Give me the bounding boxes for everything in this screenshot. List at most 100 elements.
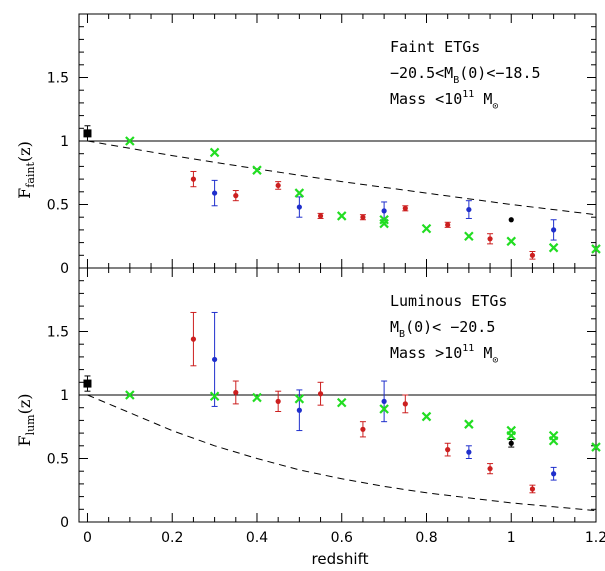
annotation-part: ⊙	[492, 355, 498, 366]
panel-luminous: Flum(z) redshift 00.511.50 0.2 0.4 0.6 0.8 1 1…	[15, 267, 605, 568]
lum-ylabel-tail: (z)	[15, 393, 34, 414]
faint-ylabel-main: F	[15, 188, 34, 199]
model-curve	[87, 394, 597, 512]
data-point-cross	[379, 218, 389, 229]
data-point	[508, 440, 514, 446]
cross-stroke	[548, 242, 559, 253]
data-point-square	[83, 129, 92, 138]
annotation-line: −20.5<MB(0)<−18.5	[390, 64, 541, 86]
data-point-cross	[209, 391, 220, 402]
data-point-cross	[294, 188, 305, 198]
y-tick-label: 0	[60, 515, 69, 531]
data-point	[190, 336, 197, 342]
data-point-cross	[421, 411, 432, 422]
annotation-part: (0)< −20.5	[405, 318, 495, 336]
data-point	[317, 213, 324, 219]
x-axis-label: redshift	[312, 550, 369, 568]
cross-stroke	[379, 404, 389, 414]
cross-stroke	[591, 442, 601, 452]
annotation-part: 11	[462, 343, 474, 354]
cross-stroke	[125, 136, 135, 146]
cross-stroke	[548, 435, 559, 446]
x-tick-label: 0.8	[415, 530, 437, 546]
cross-stroke	[464, 419, 474, 429]
data-point	[233, 193, 239, 199]
cross-stroke	[252, 392, 262, 403]
cross-stroke	[421, 411, 432, 422]
data-point-cross	[336, 211, 347, 221]
y-tick-label: 1	[60, 388, 69, 404]
cross-stroke	[294, 188, 305, 198]
annotation-part: Mass >10	[390, 344, 462, 362]
x-tick-label: 1	[507, 530, 516, 546]
x-tick-label: 0.2	[161, 530, 183, 546]
data-point	[360, 214, 366, 220]
data-point-cross	[125, 136, 135, 146]
annotation-part: Luminous ETGs	[390, 292, 507, 310]
data-point-cross	[591, 442, 601, 452]
data-point	[402, 401, 408, 407]
cross-stroke	[294, 394, 305, 404]
y-tick-label: 0.5	[47, 452, 69, 468]
data-point-square	[83, 379, 92, 388]
data-point	[466, 206, 472, 213]
cross-stroke	[336, 211, 347, 221]
data-point-cross	[464, 419, 474, 429]
data-point	[296, 204, 302, 210]
annotation-part: B	[453, 75, 459, 86]
annotation-part: (0)<−18.5	[459, 64, 540, 82]
data-point	[551, 471, 557, 477]
cross-stroke	[252, 165, 262, 175]
data-point	[508, 217, 514, 223]
lum-ylabel-main: F	[15, 435, 34, 446]
data-point-cross	[548, 242, 559, 253]
cross-stroke	[506, 236, 517, 247]
x-tick-label: 1.2	[585, 530, 605, 546]
data-point	[275, 182, 281, 189]
annotation-line: Mass <1011 M⊙	[390, 89, 498, 112]
data-point	[296, 407, 302, 413]
model-curve	[87, 140, 597, 216]
cross-stroke	[336, 397, 347, 408]
data-point	[275, 398, 281, 404]
data-point-cross	[548, 435, 559, 446]
data-point-cross	[506, 430, 517, 441]
lum-ylabel-sub: lum	[24, 414, 37, 436]
faint-ylabel-tail: (z)	[15, 141, 34, 162]
annotation-part: B	[399, 329, 405, 340]
panel-faint: Ffaint(z) 0 0.5 1 1.5 Faint ETGs −20.5<MB(0)<…	[15, 13, 601, 277]
data-point-cross	[294, 394, 305, 404]
y-tick-label: 1	[60, 134, 69, 150]
annotation-part: −20.5<M	[390, 64, 453, 82]
data-point	[445, 222, 451, 228]
annotation-part: ⊙	[492, 101, 498, 112]
data-point	[381, 398, 387, 404]
cross-stroke	[464, 231, 474, 242]
x-tick-label: 0.4	[246, 530, 268, 546]
annotation-line: MB(0)< −20.5	[390, 318, 495, 340]
annotation-part: 11	[462, 89, 474, 100]
faint-ylabel: Ffaint(z)	[15, 141, 37, 199]
data-point-cross	[464, 231, 474, 242]
data-point-cross	[506, 236, 517, 247]
annotation-part: Faint ETGs	[390, 38, 480, 56]
faint-ylabel-sub: faint	[24, 162, 37, 188]
data-point	[487, 466, 493, 472]
data-point-cross	[209, 147, 220, 158]
cross-stroke	[506, 430, 517, 441]
annotation-part: M	[474, 344, 492, 362]
data-point-cross	[336, 397, 347, 408]
data-point	[317, 391, 324, 397]
data-point	[381, 208, 387, 214]
data-point	[360, 426, 366, 432]
data-point	[212, 356, 218, 363]
cross-stroke	[209, 391, 220, 402]
y-tick-label: 0.5	[47, 198, 69, 214]
annotation-part: Mass <10	[390, 90, 462, 108]
data-point	[529, 486, 536, 492]
data-point	[487, 236, 493, 242]
data-point	[445, 447, 451, 453]
data-point	[233, 389, 239, 396]
data-point-cross	[125, 390, 135, 400]
